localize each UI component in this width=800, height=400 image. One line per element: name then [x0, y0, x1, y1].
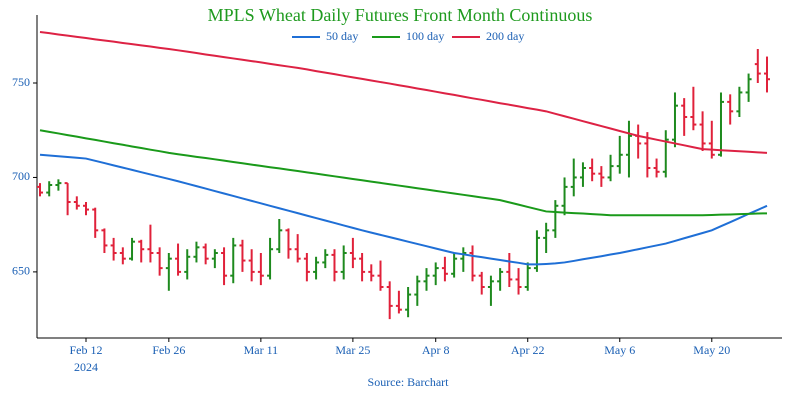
x-tick-label: Apr 22	[511, 343, 545, 357]
x-tick-label: Apr 8	[422, 343, 450, 357]
x-tick-label: Feb 26	[152, 343, 185, 357]
legend-label: 200 day	[486, 29, 524, 43]
x-tick-label: Feb 12	[70, 343, 103, 357]
x-tick-label: Mar 11	[244, 343, 279, 357]
x-year-label: 2024	[74, 360, 98, 374]
y-tick-label: 750	[12, 75, 30, 89]
moving-average-line	[39, 153, 768, 266]
legend-label: 50 day	[326, 29, 358, 43]
moving-average-line	[39, 129, 768, 217]
x-tick-label: May 20	[693, 343, 730, 357]
x-tick-label: May 6	[604, 343, 635, 357]
x-tick-label: Mar 25	[335, 343, 370, 357]
chart-title: MPLS Wheat Daily Futures Front Month Con…	[208, 5, 593, 25]
y-tick-label: 650	[12, 264, 30, 278]
legend-label: 100 day	[406, 29, 444, 43]
y-tick-label: 700	[12, 169, 30, 183]
moving-average-line	[39, 31, 768, 154]
source-note: Source: Barchart	[368, 375, 450, 389]
